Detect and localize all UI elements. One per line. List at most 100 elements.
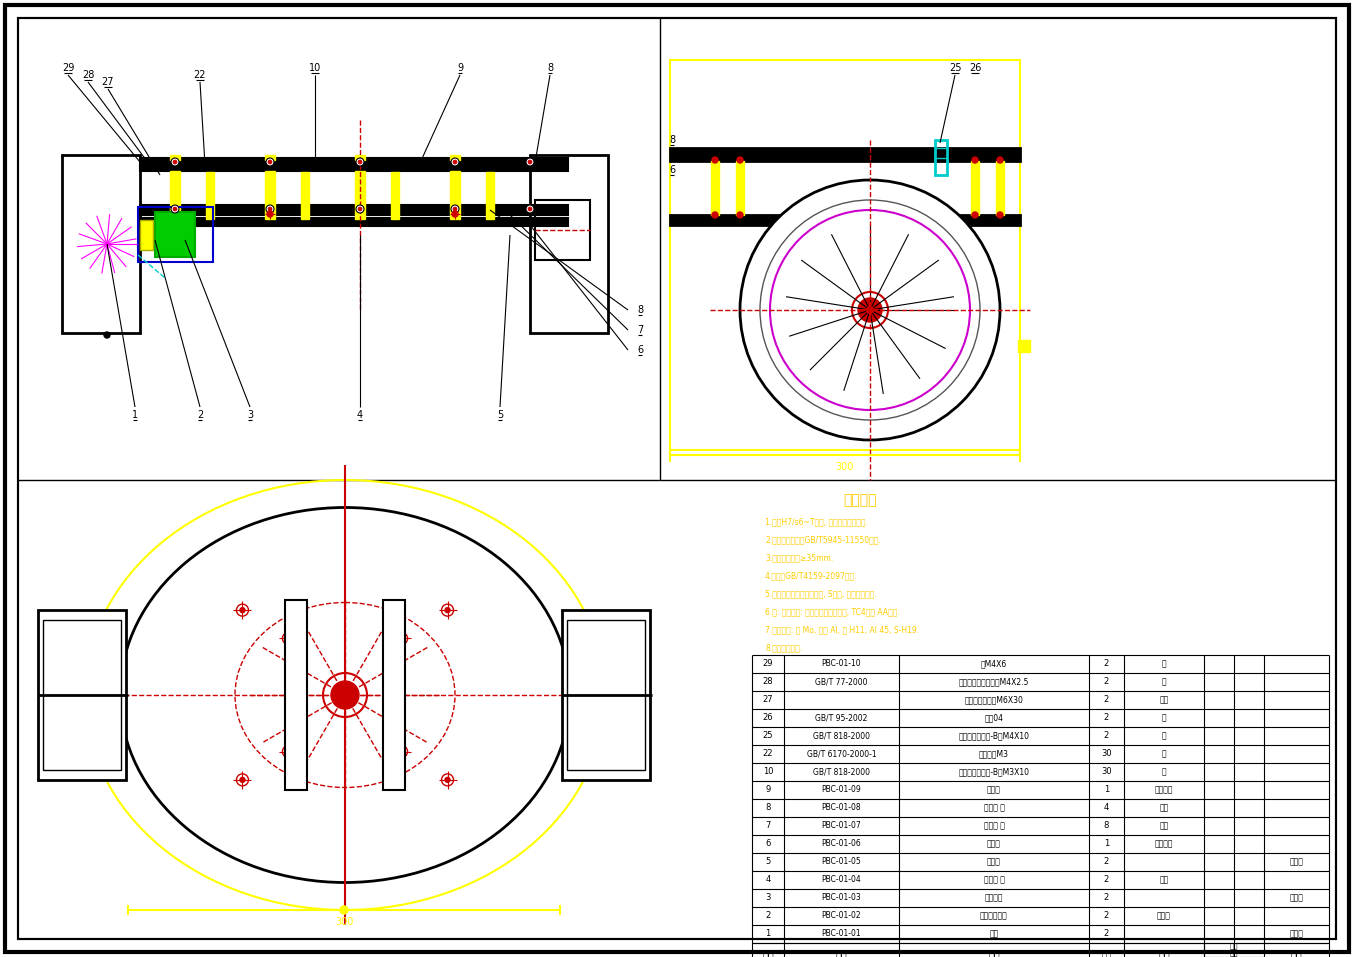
Text: 26: 26 bbox=[969, 63, 982, 73]
Circle shape bbox=[454, 160, 458, 164]
Bar bbox=[355, 171, 366, 219]
Bar bbox=[138, 207, 213, 262]
Text: 28: 28 bbox=[81, 70, 95, 80]
Text: 2: 2 bbox=[765, 911, 770, 921]
Text: 7: 7 bbox=[669, 150, 676, 160]
Text: 轴M4X6: 轴M4X6 bbox=[980, 659, 1007, 669]
Text: 黄铜: 黄铜 bbox=[1159, 821, 1169, 831]
Text: 4: 4 bbox=[357, 410, 363, 420]
Circle shape bbox=[712, 212, 718, 218]
Text: 7: 7 bbox=[765, 821, 770, 831]
Text: PBC-01-06: PBC-01-06 bbox=[822, 839, 861, 849]
Circle shape bbox=[737, 157, 743, 163]
Text: 亚克力板: 亚克力板 bbox=[1155, 786, 1174, 794]
Text: PBC-01-08: PBC-01-08 bbox=[822, 804, 861, 812]
Text: 2: 2 bbox=[1104, 731, 1109, 741]
Text: 单件
重量: 单件 重量 bbox=[1229, 943, 1239, 956]
Text: 29: 29 bbox=[62, 63, 74, 73]
Text: 1: 1 bbox=[1104, 839, 1109, 849]
Circle shape bbox=[268, 207, 272, 211]
Bar bbox=[670, 148, 1020, 161]
Circle shape bbox=[286, 636, 291, 641]
Bar bbox=[139, 205, 567, 215]
Text: 亚克力板: 亚克力板 bbox=[1155, 839, 1174, 849]
Circle shape bbox=[330, 681, 359, 709]
Bar bbox=[139, 218, 567, 226]
Text: 4.加工前GB/T4159-2097钢件.: 4.加工前GB/T4159-2097钢件. bbox=[765, 571, 857, 581]
Text: 序号: 序号 bbox=[762, 951, 774, 957]
Text: 5: 5 bbox=[765, 857, 770, 866]
Circle shape bbox=[265, 205, 274, 213]
Text: 4: 4 bbox=[1104, 804, 1109, 812]
Text: 8: 8 bbox=[765, 804, 770, 812]
Circle shape bbox=[737, 212, 743, 218]
Text: 支撑柱 短: 支撑柱 短 bbox=[983, 821, 1005, 831]
Circle shape bbox=[972, 212, 978, 218]
Text: 3: 3 bbox=[246, 410, 253, 420]
Text: GB/T 818-2000: GB/T 818-2000 bbox=[812, 731, 871, 741]
Circle shape bbox=[997, 212, 1003, 218]
Text: PBC-01-07: PBC-01-07 bbox=[822, 821, 861, 831]
Bar bbox=[567, 620, 645, 770]
Bar bbox=[38, 610, 126, 780]
Text: 组合件: 组合件 bbox=[1289, 894, 1304, 902]
Text: 7.产品钢材: 钢 Mo, 钢件 Al, 钢 H11, Al 45, S-H19.: 7.产品钢材: 钢 Mo, 钢件 Al, 钢 H11, Al 45, S-H19… bbox=[765, 626, 919, 634]
Text: 5: 5 bbox=[497, 410, 504, 420]
Text: 22: 22 bbox=[194, 70, 206, 80]
Text: 2: 2 bbox=[1104, 857, 1109, 866]
Text: 支撑柱 中: 支撑柱 中 bbox=[983, 804, 1005, 812]
Bar bbox=[43, 620, 121, 770]
Text: 30: 30 bbox=[1101, 749, 1112, 759]
Circle shape bbox=[528, 207, 532, 211]
Circle shape bbox=[357, 160, 362, 164]
Text: 6: 6 bbox=[669, 165, 676, 175]
Circle shape bbox=[265, 158, 274, 166]
Circle shape bbox=[173, 207, 177, 211]
Text: 8: 8 bbox=[1104, 821, 1109, 831]
Bar bbox=[670, 215, 1020, 225]
Text: 钢: 钢 bbox=[1162, 659, 1166, 669]
Text: 2: 2 bbox=[1104, 659, 1109, 669]
Text: 29: 29 bbox=[762, 659, 773, 669]
Text: 黄铜: 黄铜 bbox=[1159, 876, 1169, 884]
Circle shape bbox=[445, 608, 450, 612]
Text: 垫片04: 垫片04 bbox=[984, 714, 1003, 723]
Text: 1: 1 bbox=[765, 929, 770, 939]
Text: 黄铜: 黄铜 bbox=[1159, 696, 1169, 704]
Text: 27: 27 bbox=[102, 77, 114, 87]
Text: GB/T 95-2002: GB/T 95-2002 bbox=[815, 714, 868, 723]
Bar bbox=[284, 600, 307, 790]
Text: 十字槽盘头螺钉-B型M3X10: 十字槽盘头螺钉-B型M3X10 bbox=[959, 768, 1029, 776]
Text: 铝合金: 铝合金 bbox=[1158, 911, 1171, 921]
Text: 9: 9 bbox=[765, 786, 770, 794]
Bar bbox=[265, 155, 275, 160]
Text: 10: 10 bbox=[762, 768, 773, 776]
Text: 8: 8 bbox=[636, 305, 643, 315]
Bar bbox=[450, 171, 460, 219]
Bar bbox=[62, 155, 139, 333]
Text: 1: 1 bbox=[131, 410, 138, 420]
Bar bbox=[154, 212, 195, 257]
Text: 钢: 钢 bbox=[1162, 731, 1166, 741]
Text: 6.其: 铸铸材料: 产品注射性材料配件, TC4钛合 AA铸合.: 6.其: 铸铸材料: 产品注射性材料配件, TC4钛合 AA铸合. bbox=[765, 608, 900, 616]
Text: PBC-01-05: PBC-01-05 bbox=[822, 857, 861, 866]
Bar bbox=[391, 172, 399, 219]
Bar bbox=[486, 172, 494, 219]
Text: 25: 25 bbox=[762, 731, 773, 741]
Bar bbox=[711, 161, 719, 215]
Bar bbox=[535, 200, 590, 260]
Bar bbox=[936, 140, 946, 175]
Circle shape bbox=[858, 298, 881, 322]
Circle shape bbox=[286, 749, 291, 754]
Text: 加长六角联轴器M6X30: 加长六角联轴器M6X30 bbox=[964, 696, 1024, 704]
Circle shape bbox=[399, 636, 403, 641]
Text: 直流电机: 直流电机 bbox=[984, 894, 1003, 902]
Text: 25: 25 bbox=[949, 63, 961, 73]
Text: 2.加工前调质处理GB/T5945-11550钢件.: 2.加工前调质处理GB/T5945-11550钢件. bbox=[765, 536, 880, 545]
Text: 2: 2 bbox=[1104, 929, 1109, 939]
Circle shape bbox=[972, 157, 978, 163]
Text: GB/T 818-2000: GB/T 818-2000 bbox=[812, 768, 871, 776]
Text: 数量: 数量 bbox=[1102, 952, 1112, 957]
Circle shape bbox=[171, 158, 179, 166]
Text: 六角螺母M3: 六角螺母M3 bbox=[979, 749, 1009, 759]
